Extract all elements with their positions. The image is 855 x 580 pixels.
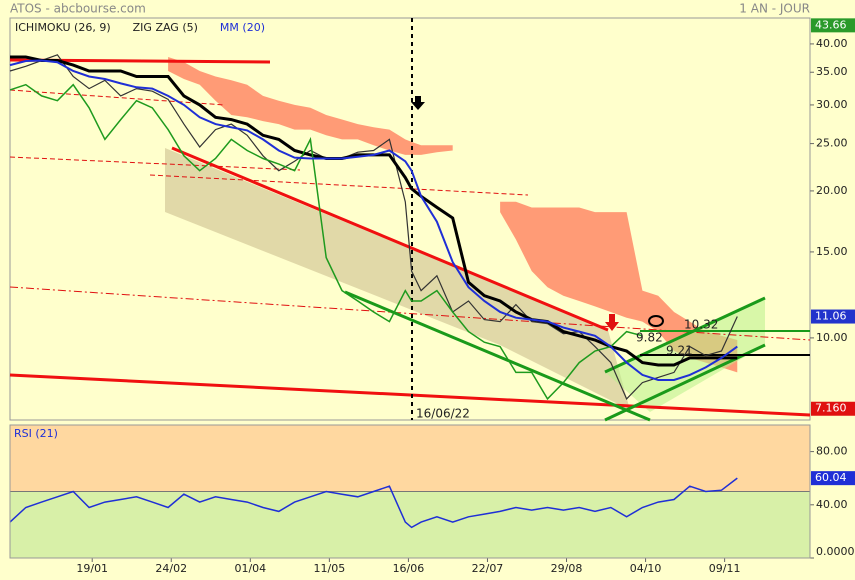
indicator-line <box>9 83 643 401</box>
trend-line <box>9 156 301 171</box>
legend-entry: ZIG ZAG (5) <box>133 21 198 34</box>
channel-line <box>604 343 766 422</box>
price-marker-label: 7.160 <box>815 402 847 415</box>
y-tick-label: 0.0000 <box>816 545 855 558</box>
site-title: ATOS - abcbourse.com <box>10 2 146 16</box>
y-tick-label: 30.00 <box>816 98 848 111</box>
trend-line <box>9 89 226 106</box>
legend-entry: MM (20) <box>220 21 265 34</box>
arrow-icon <box>605 314 619 331</box>
rsi-line <box>9 477 738 529</box>
x-tick-label: 04/10 <box>630 562 662 575</box>
x-tick-label: 19/01 <box>76 562 108 575</box>
y-tick-label: 15.00 <box>816 245 848 258</box>
y-tick-label: 20.00 <box>816 184 848 197</box>
x-tick-label: 16/06 <box>393 562 425 575</box>
last-rsi-box <box>811 471 855 486</box>
x-tick-label: 09/11 <box>709 562 741 575</box>
annotation: 9.82 <box>636 331 663 345</box>
rsi-panel <box>9 424 811 559</box>
last-price-label: 11.06 <box>815 310 847 323</box>
price-marker <box>811 401 855 416</box>
y-tick-label: 80.00 <box>816 445 848 458</box>
indicator-line <box>10 55 738 367</box>
drawings <box>9 18 811 422</box>
rsi-zone-low <box>10 491 810 558</box>
y-tick-label: 40.00 <box>816 37 848 50</box>
price-marker <box>811 18 855 33</box>
x-tick-label: 24/02 <box>155 562 187 575</box>
last-price-box <box>811 309 855 324</box>
indicator-line <box>9 59 738 381</box>
ichimoku-cloud <box>500 201 738 373</box>
y-tick-label: 10.00 <box>816 331 848 344</box>
price-marker-label: 43.66 <box>815 18 847 31</box>
circle-mark <box>648 315 664 327</box>
x-tick-label: 22/07 <box>472 562 504 575</box>
y-tick-label: 35.00 <box>816 65 848 78</box>
rsi-zone-high <box>10 425 810 492</box>
rsi-title: RSI (21) <box>14 427 58 440</box>
ichimoku-cloud <box>168 57 453 155</box>
annotation: 9.21 <box>666 344 693 358</box>
channel-line <box>604 296 766 374</box>
y-tick-label: 40.00 <box>816 498 848 511</box>
trend-line <box>171 146 609 332</box>
channel-line <box>344 290 651 422</box>
price-line <box>9 54 738 400</box>
x-tick-label: 29/08 <box>551 562 583 575</box>
annotation: 16/06/22 <box>416 407 470 421</box>
trend-line <box>149 174 529 196</box>
last-rsi-label: 60.04 <box>815 471 847 484</box>
channel-shade <box>165 148 630 410</box>
x-tick-label: 11/05 <box>314 562 346 575</box>
y-tick-label: 25.00 <box>816 137 848 150</box>
trend-line <box>9 373 811 417</box>
annotation: 10.32 <box>684 318 718 332</box>
period-label: 1 AN - JOUR <box>739 2 810 16</box>
x-tick-label: 01/04 <box>234 562 266 575</box>
legend-entry: ICHIMOKU (26, 9) <box>15 21 111 34</box>
arrow-icon <box>411 96 425 110</box>
